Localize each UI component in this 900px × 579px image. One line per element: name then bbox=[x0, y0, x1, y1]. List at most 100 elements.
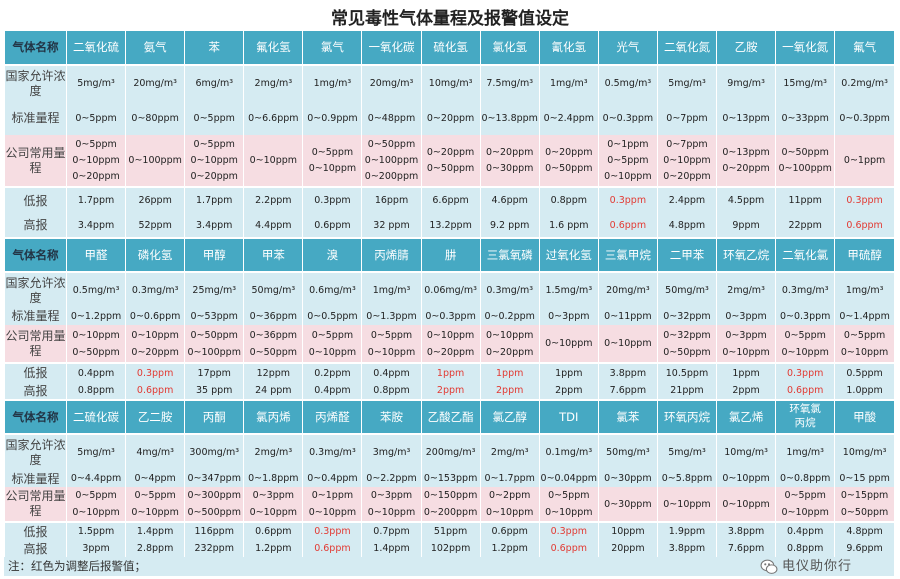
company-range-line: 0~10ppm bbox=[131, 507, 179, 518]
page-title: 常见毒性气体量程及报警值设定 bbox=[331, 9, 569, 29]
low-alarm-cell: 0.3ppm bbox=[125, 363, 185, 383]
limit-cell: 2mg/m³ bbox=[243, 65, 303, 102]
company-range-line: 0~10ppm bbox=[131, 329, 179, 341]
gas-name-cell: 二甲苯 bbox=[656, 238, 717, 273]
company-range-line: 0~1ppm bbox=[843, 154, 886, 166]
company-range-cell: 0~20ppm 0~50ppm bbox=[420, 135, 481, 188]
row-low: 低报 1.5ppm 1.4ppm 116ppm 0.6ppm 0.3ppm 0.7ppm 51… bbox=[4, 522, 894, 541]
low-alarm-cell: 0.6ppm bbox=[243, 522, 303, 541]
company-range-cell: 0~5ppm 0~10ppm bbox=[302, 325, 362, 364]
limit-cell: 0.3mg/m³ bbox=[479, 272, 540, 308]
company-range-cell: 0~5ppm 0~10ppm bbox=[361, 325, 422, 364]
high-alarm-cell: 35 ppm bbox=[184, 383, 244, 401]
company-range-line: 0~10ppm bbox=[72, 329, 120, 341]
company-range-line: 0~100ppm bbox=[778, 162, 832, 174]
low-alarm-cell: 26ppm bbox=[125, 187, 185, 214]
row-label-std: 标准量程 bbox=[4, 471, 67, 487]
high-alarm-cell: 3.4ppm bbox=[184, 214, 244, 239]
high-alarm-cell: 2ppm bbox=[716, 383, 776, 401]
limit-cell: 2mg/m³ bbox=[243, 434, 303, 471]
gas-name-cell: 丙酮 bbox=[184, 400, 244, 435]
company-range-line: 0~300ppm bbox=[187, 490, 241, 501]
company-range-cell: 0~5ppm 0~10ppm bbox=[125, 487, 185, 523]
gas-name-cell: 一氧化碳 bbox=[361, 31, 422, 66]
company-range-cell: 0~10ppm 0~20ppm bbox=[420, 325, 481, 364]
row-label-limit: 国家允许浓度 bbox=[4, 272, 67, 308]
row-low: 低报 1.7ppm 26ppm 1.7ppm 2.2ppm 0.3ppm 16ppm 6.6p… bbox=[4, 187, 894, 214]
low-alarm-cell: 0.4ppm bbox=[775, 522, 835, 541]
standard-range-cell: 0~4ppm bbox=[125, 471, 185, 487]
standard-range-cell: 0~1.3ppm bbox=[361, 308, 422, 325]
company-range-line: 0~5ppm bbox=[784, 329, 826, 341]
standard-range-cell: 0~48ppm bbox=[361, 102, 422, 135]
standard-range-cell: 0~0.3ppm bbox=[420, 308, 481, 325]
high-alarm-cell: 9ppm bbox=[716, 214, 776, 239]
limit-cell: 0.5mg/m³ bbox=[65, 272, 126, 308]
row-limit: 国家允许浓度 5mg/m³ 20mg/m³ 6mg/m³ 2mg/m³ 1mg/m³ 20m… bbox=[4, 65, 894, 102]
limit-cell: 0.5mg/m³ bbox=[597, 65, 658, 102]
row-label-name: 气体名称 bbox=[4, 238, 67, 273]
limit-cell: 1mg/m³ bbox=[302, 65, 362, 102]
limit-cell: 300mg/m³ bbox=[184, 434, 244, 471]
company-range-cell: 0~3ppm 0~10ppm bbox=[243, 487, 303, 523]
wechat-icon bbox=[760, 559, 778, 574]
company-range-line: 0~5ppm bbox=[311, 146, 354, 158]
limit-cell: 200mg/m³ bbox=[420, 434, 481, 471]
company-range-cell: 0~32ppm 0~50ppm bbox=[656, 325, 717, 364]
row-label-high: 高报 bbox=[4, 214, 67, 239]
row-company: 公司常用量程 0~5ppm 0~10ppm 0~20ppm 0~100ppm 0~5ppm… bbox=[4, 135, 894, 188]
high-alarm-cell: 0.6ppm bbox=[775, 383, 835, 401]
limit-cell: 1mg/m³ bbox=[834, 272, 894, 308]
low-alarm-cell: 3.8ppm bbox=[716, 522, 776, 541]
limit-cell: 2mg/m³ bbox=[479, 434, 540, 471]
limit-cell: 5mg/m³ bbox=[65, 434, 126, 471]
standard-range-cell: 0~13.8ppm bbox=[479, 102, 540, 135]
gas-name-cell: 氰化氢 bbox=[538, 31, 599, 66]
high-alarm-cell: 1.2ppm bbox=[243, 541, 303, 559]
limit-cell: 0.3mg/m³ bbox=[775, 272, 835, 308]
company-range-line: 0~10ppm bbox=[367, 507, 416, 518]
high-alarm-cell: 1.6 ppm bbox=[538, 214, 599, 239]
low-alarm-cell: 0.3ppm bbox=[834, 187, 894, 214]
company-range-line: 0~15ppm bbox=[840, 490, 889, 501]
limit-cell: 5mg/m³ bbox=[656, 434, 717, 471]
limit-cell: 20mg/m³ bbox=[361, 65, 422, 102]
gas-name-cell: 环氧乙烷 bbox=[716, 238, 776, 273]
gas-name-cell: 苯胺 bbox=[361, 400, 422, 435]
gas-name-cell: 甲硫醇 bbox=[834, 238, 894, 273]
high-alarm-cell: 102ppm bbox=[420, 541, 481, 559]
limit-cell: 10mg/m³ bbox=[420, 65, 481, 102]
limit-cell: 50mg/m³ bbox=[656, 272, 717, 308]
standard-range-cell: 0~2.4ppm bbox=[538, 102, 599, 135]
row-label-std: 标准量程 bbox=[4, 102, 67, 135]
company-range-cell: 0~15ppm 0~50ppm bbox=[834, 487, 894, 523]
company-range-line: 0~20ppm bbox=[485, 146, 534, 158]
low-alarm-cell: 0.7ppm bbox=[361, 522, 422, 541]
low-alarm-cell: 10.5ppm bbox=[656, 363, 717, 383]
row-label-company: 公司常用量程 bbox=[4, 487, 67, 523]
standard-range-cell: 0~33ppm bbox=[775, 102, 835, 135]
low-alarm-cell: 0.3ppm bbox=[538, 522, 599, 541]
standard-range-cell: 0~1.4ppm bbox=[834, 308, 894, 325]
low-alarm-cell: 4.8ppm bbox=[834, 522, 894, 541]
row-label-limit: 国家允许浓度 bbox=[4, 434, 67, 471]
high-alarm-cell: 22ppm bbox=[775, 214, 835, 239]
company-range-line: 0~50ppm bbox=[840, 507, 889, 518]
low-alarm-cell: 0.8ppm bbox=[538, 187, 599, 214]
company-range-line: 0~20ppm bbox=[426, 146, 475, 158]
gas-name-cell: 三氯氧磷 bbox=[479, 238, 540, 273]
low-alarm-cell: 12ppm bbox=[243, 363, 303, 383]
company-range-line: 0~3ppm bbox=[725, 329, 767, 341]
company-range-line: 0~10ppm bbox=[485, 329, 534, 341]
company-range-line: 0~500ppm bbox=[187, 507, 241, 518]
gas-name-cell: 二硫化碳 bbox=[65, 400, 126, 435]
high-alarm-cell: 52ppm bbox=[125, 214, 185, 239]
high-alarm-cell: 1.0ppm bbox=[834, 383, 894, 401]
gas-name-cell: 甲酸 bbox=[834, 400, 894, 435]
company-range-line: 0~100ppm bbox=[187, 346, 241, 358]
company-range-cell: 0~2ppm 0~10ppm bbox=[479, 487, 540, 523]
limit-cell: 0.06mg/m³ bbox=[420, 272, 481, 308]
company-range-cell: 0~10ppm 0~20ppm bbox=[479, 325, 540, 364]
standard-range-cell: 0~0.8ppm bbox=[775, 471, 835, 487]
standard-range-cell: 0~20ppm bbox=[420, 102, 481, 135]
